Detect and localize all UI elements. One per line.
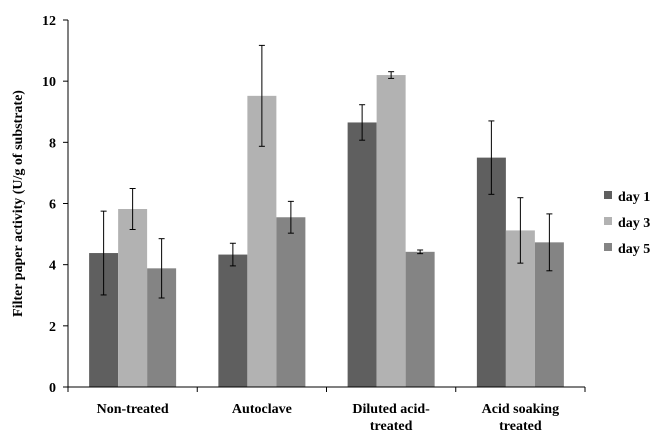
y-tick-label: 0: [49, 381, 56, 396]
legend-swatch: [604, 243, 612, 251]
legend-label: day 5: [618, 242, 650, 257]
legend-swatch: [604, 217, 612, 225]
bar: [405, 251, 435, 387]
legend: day 1 day 3 day 5: [604, 190, 650, 257]
y-tick-label: 12: [42, 14, 56, 29]
bar: [118, 209, 148, 387]
legend-label: day 1: [618, 190, 650, 205]
axes-layer: [63, 19, 586, 392]
x-tick-label: treated: [370, 419, 413, 434]
y-tick-label: 2: [49, 320, 56, 335]
legend-label: day 3: [618, 216, 650, 231]
y-tick-label: 10: [42, 75, 56, 90]
y-tick-label: 4: [49, 259, 56, 274]
bar: [276, 217, 306, 387]
x-tick-label: treated: [499, 419, 542, 434]
x-tick-label: Diluted acid-: [352, 402, 430, 417]
error-bars-layer: [100, 44, 553, 299]
legend-swatch: [604, 191, 612, 199]
bars-layer: [89, 75, 564, 388]
y-axis-label: Filter paper activity (U/g of substrate): [11, 90, 26, 317]
tick-labels-layer: 0 2 4 6 8 10 12 Non-treated Autoclave Diluted aci…: [42, 14, 559, 434]
y-tick-label: 8: [49, 136, 56, 151]
bar: [218, 254, 248, 387]
bar: [376, 75, 406, 388]
bar: [476, 157, 506, 387]
x-tick-label: Autoclave: [232, 402, 292, 417]
x-tick-label: Non-treated: [97, 402, 169, 417]
x-tick-label: Acid soaking: [482, 402, 559, 417]
bar: [347, 122, 377, 388]
y-tick-label: 6: [49, 198, 56, 213]
